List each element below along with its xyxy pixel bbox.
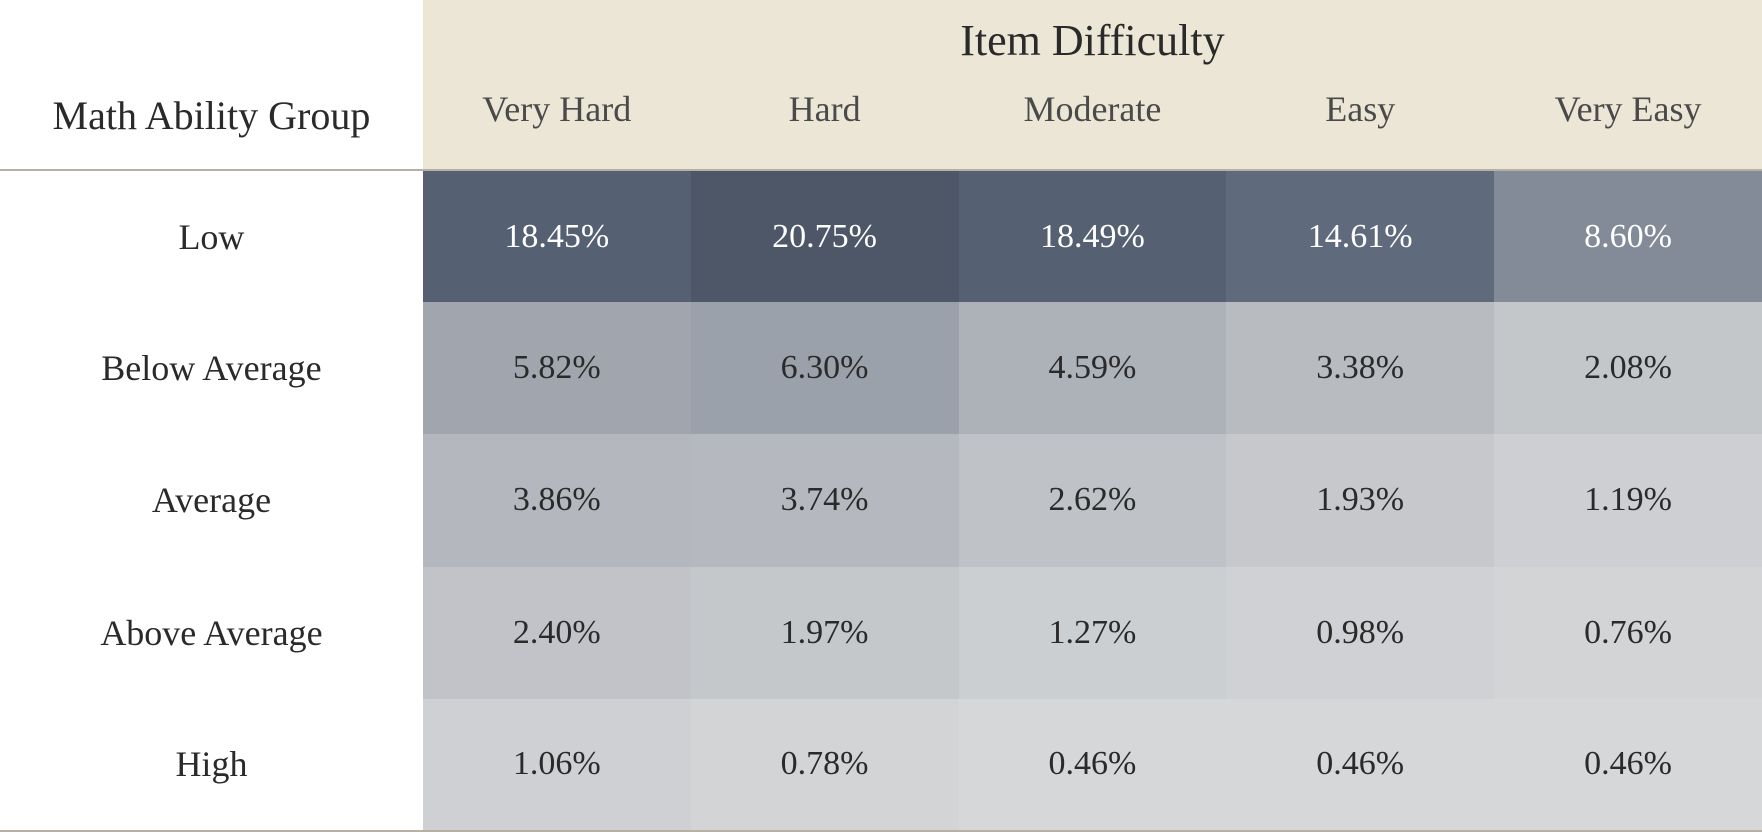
data-cell: 2.62% xyxy=(959,434,1227,566)
col-header-moderate: Moderate xyxy=(959,80,1227,170)
data-cell: 1.93% xyxy=(1226,434,1494,566)
super-header: Item Difficulty xyxy=(423,0,1762,80)
data-cell: 18.45% xyxy=(423,170,691,302)
super-header-row: Math Ability Group Item Difficulty xyxy=(0,0,1762,80)
table-body: Low18.45%20.75%18.49%14.61%8.60%Below Av… xyxy=(0,170,1762,831)
col-header-hard: Hard xyxy=(691,80,959,170)
heatmap-table-container: Math Ability Group Item Difficulty Very … xyxy=(0,0,1762,831)
data-cell: 0.46% xyxy=(1226,699,1494,831)
data-cell: 0.46% xyxy=(959,699,1227,831)
data-cell: 20.75% xyxy=(691,170,959,302)
col-header-very-easy: Very Easy xyxy=(1494,80,1762,170)
data-cell: 1.27% xyxy=(959,567,1227,699)
data-cell: 6.30% xyxy=(691,302,959,434)
table-row: Below Average5.82%6.30%4.59%3.38%2.08% xyxy=(0,302,1762,434)
row-header: Low xyxy=(0,170,423,302)
data-cell: 1.06% xyxy=(423,699,691,831)
table-row: High1.06%0.78%0.46%0.46%0.46% xyxy=(0,699,1762,831)
data-cell: 0.98% xyxy=(1226,567,1494,699)
row-header: Average xyxy=(0,434,423,566)
table-row: Above Average2.40%1.97%1.27%0.98%0.76% xyxy=(0,567,1762,699)
col-header-very-hard: Very Hard xyxy=(423,80,691,170)
data-cell: 1.97% xyxy=(691,567,959,699)
table-row: Average3.86%3.74%2.62%1.93%1.19% xyxy=(0,434,1762,566)
data-cell: 0.78% xyxy=(691,699,959,831)
row-header: High xyxy=(0,699,423,831)
row-header: Below Average xyxy=(0,302,423,434)
table-header: Math Ability Group Item Difficulty Very … xyxy=(0,0,1762,170)
row-header-title: Math Ability Group xyxy=(0,0,423,170)
col-header-easy: Easy xyxy=(1226,80,1494,170)
heatmap-table: Math Ability Group Item Difficulty Very … xyxy=(0,0,1762,832)
data-cell: 0.76% xyxy=(1494,567,1762,699)
data-cell: 8.60% xyxy=(1494,170,1762,302)
data-cell: 3.74% xyxy=(691,434,959,566)
data-cell: 2.40% xyxy=(423,567,691,699)
data-cell: 3.86% xyxy=(423,434,691,566)
data-cell: 18.49% xyxy=(959,170,1227,302)
table-row: Low18.45%20.75%18.49%14.61%8.60% xyxy=(0,170,1762,302)
data-cell: 1.19% xyxy=(1494,434,1762,566)
data-cell: 5.82% xyxy=(423,302,691,434)
data-cell: 3.38% xyxy=(1226,302,1494,434)
data-cell: 2.08% xyxy=(1494,302,1762,434)
row-header: Above Average xyxy=(0,567,423,699)
data-cell: 4.59% xyxy=(959,302,1227,434)
data-cell: 0.46% xyxy=(1494,699,1762,831)
data-cell: 14.61% xyxy=(1226,170,1494,302)
